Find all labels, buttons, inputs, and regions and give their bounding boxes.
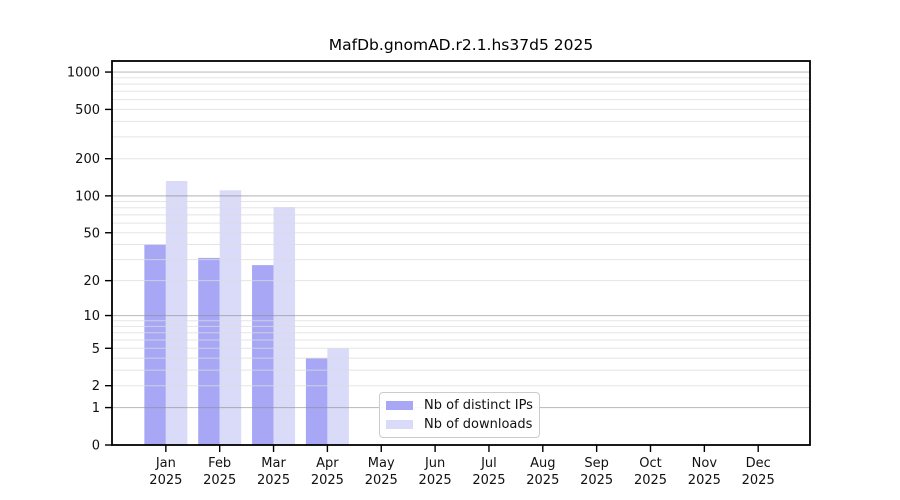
bar-series1-Feb xyxy=(219,190,242,445)
x-tick-label-month: Sep xyxy=(584,456,609,471)
x-tick-label-year: 2025 xyxy=(419,473,452,488)
x-tick-label-month: Nov xyxy=(692,456,718,471)
x-tick-label-month: Jun xyxy=(424,456,445,471)
bar-series0-Mar xyxy=(252,265,274,445)
x-tick-label-year: 2025 xyxy=(634,473,667,488)
y-tick-label: 1000 xyxy=(67,66,100,81)
x-tick-label-month: Aug xyxy=(530,456,555,471)
y-tick-label: 10 xyxy=(83,309,100,324)
bar-series0-Feb xyxy=(198,257,220,445)
legend-item-downloads: Nb of downloads xyxy=(386,417,533,432)
x-tick-label-month: Apr xyxy=(316,456,339,471)
y-tick-label: 0 xyxy=(92,439,100,454)
bar-series0-Apr xyxy=(305,358,328,445)
y-tick-label: 100 xyxy=(75,189,100,204)
x-tick-label-year: 2025 xyxy=(203,473,236,488)
x-tick-label-month: May xyxy=(368,456,395,471)
y-tick-label: 200 xyxy=(75,152,100,167)
x-tick-label-year: 2025 xyxy=(742,473,775,488)
y-tick-label: 50 xyxy=(83,226,100,241)
y-tick-label: 5 xyxy=(92,342,100,357)
y-tick-label: 20 xyxy=(83,274,100,289)
x-tick-label-year: 2025 xyxy=(580,473,613,488)
x-tick-label-year: 2025 xyxy=(257,473,290,488)
bar-series1-Apr xyxy=(327,348,349,445)
legend-label-distinct-ips: Nb of distinct IPs xyxy=(424,398,533,413)
legend: Nb of distinct IPs Nb of downloads xyxy=(379,392,540,438)
x-tick-label-year: 2025 xyxy=(526,473,559,488)
x-tick-label-month: Mar xyxy=(261,456,286,471)
legend-item-distinct-ips: Nb of distinct IPs xyxy=(386,398,533,413)
x-tick-label-month: Feb xyxy=(208,456,231,471)
x-tick-label-month: Dec xyxy=(746,456,771,471)
bar-series0-Jan xyxy=(144,244,166,445)
bar-series1-Jan xyxy=(165,181,188,445)
y-tick-label: 500 xyxy=(75,103,100,118)
x-tick-label-year: 2025 xyxy=(311,473,344,488)
plot-border xyxy=(111,60,811,446)
legend-swatch-downloads xyxy=(386,420,413,429)
x-tick-label-year: 2025 xyxy=(149,473,182,488)
legend-swatch-distinct-ips xyxy=(386,401,413,410)
x-tick-label-year: 2025 xyxy=(365,473,398,488)
y-tick-label: 2 xyxy=(92,379,100,394)
x-tick-label-year: 2025 xyxy=(472,473,505,488)
x-tick-label-year: 2025 xyxy=(688,473,721,488)
x-tick-label-month: Oct xyxy=(639,456,661,471)
x-tick-label-month: Jan xyxy=(155,456,176,471)
y-tick-label: 1 xyxy=(92,401,100,416)
chart-title: MafDb.gnomAD.r2.1.hs37d5 2025 xyxy=(328,36,594,54)
legend-label-downloads: Nb of downloads xyxy=(424,417,533,432)
x-tick-label-month: Jul xyxy=(480,456,497,471)
